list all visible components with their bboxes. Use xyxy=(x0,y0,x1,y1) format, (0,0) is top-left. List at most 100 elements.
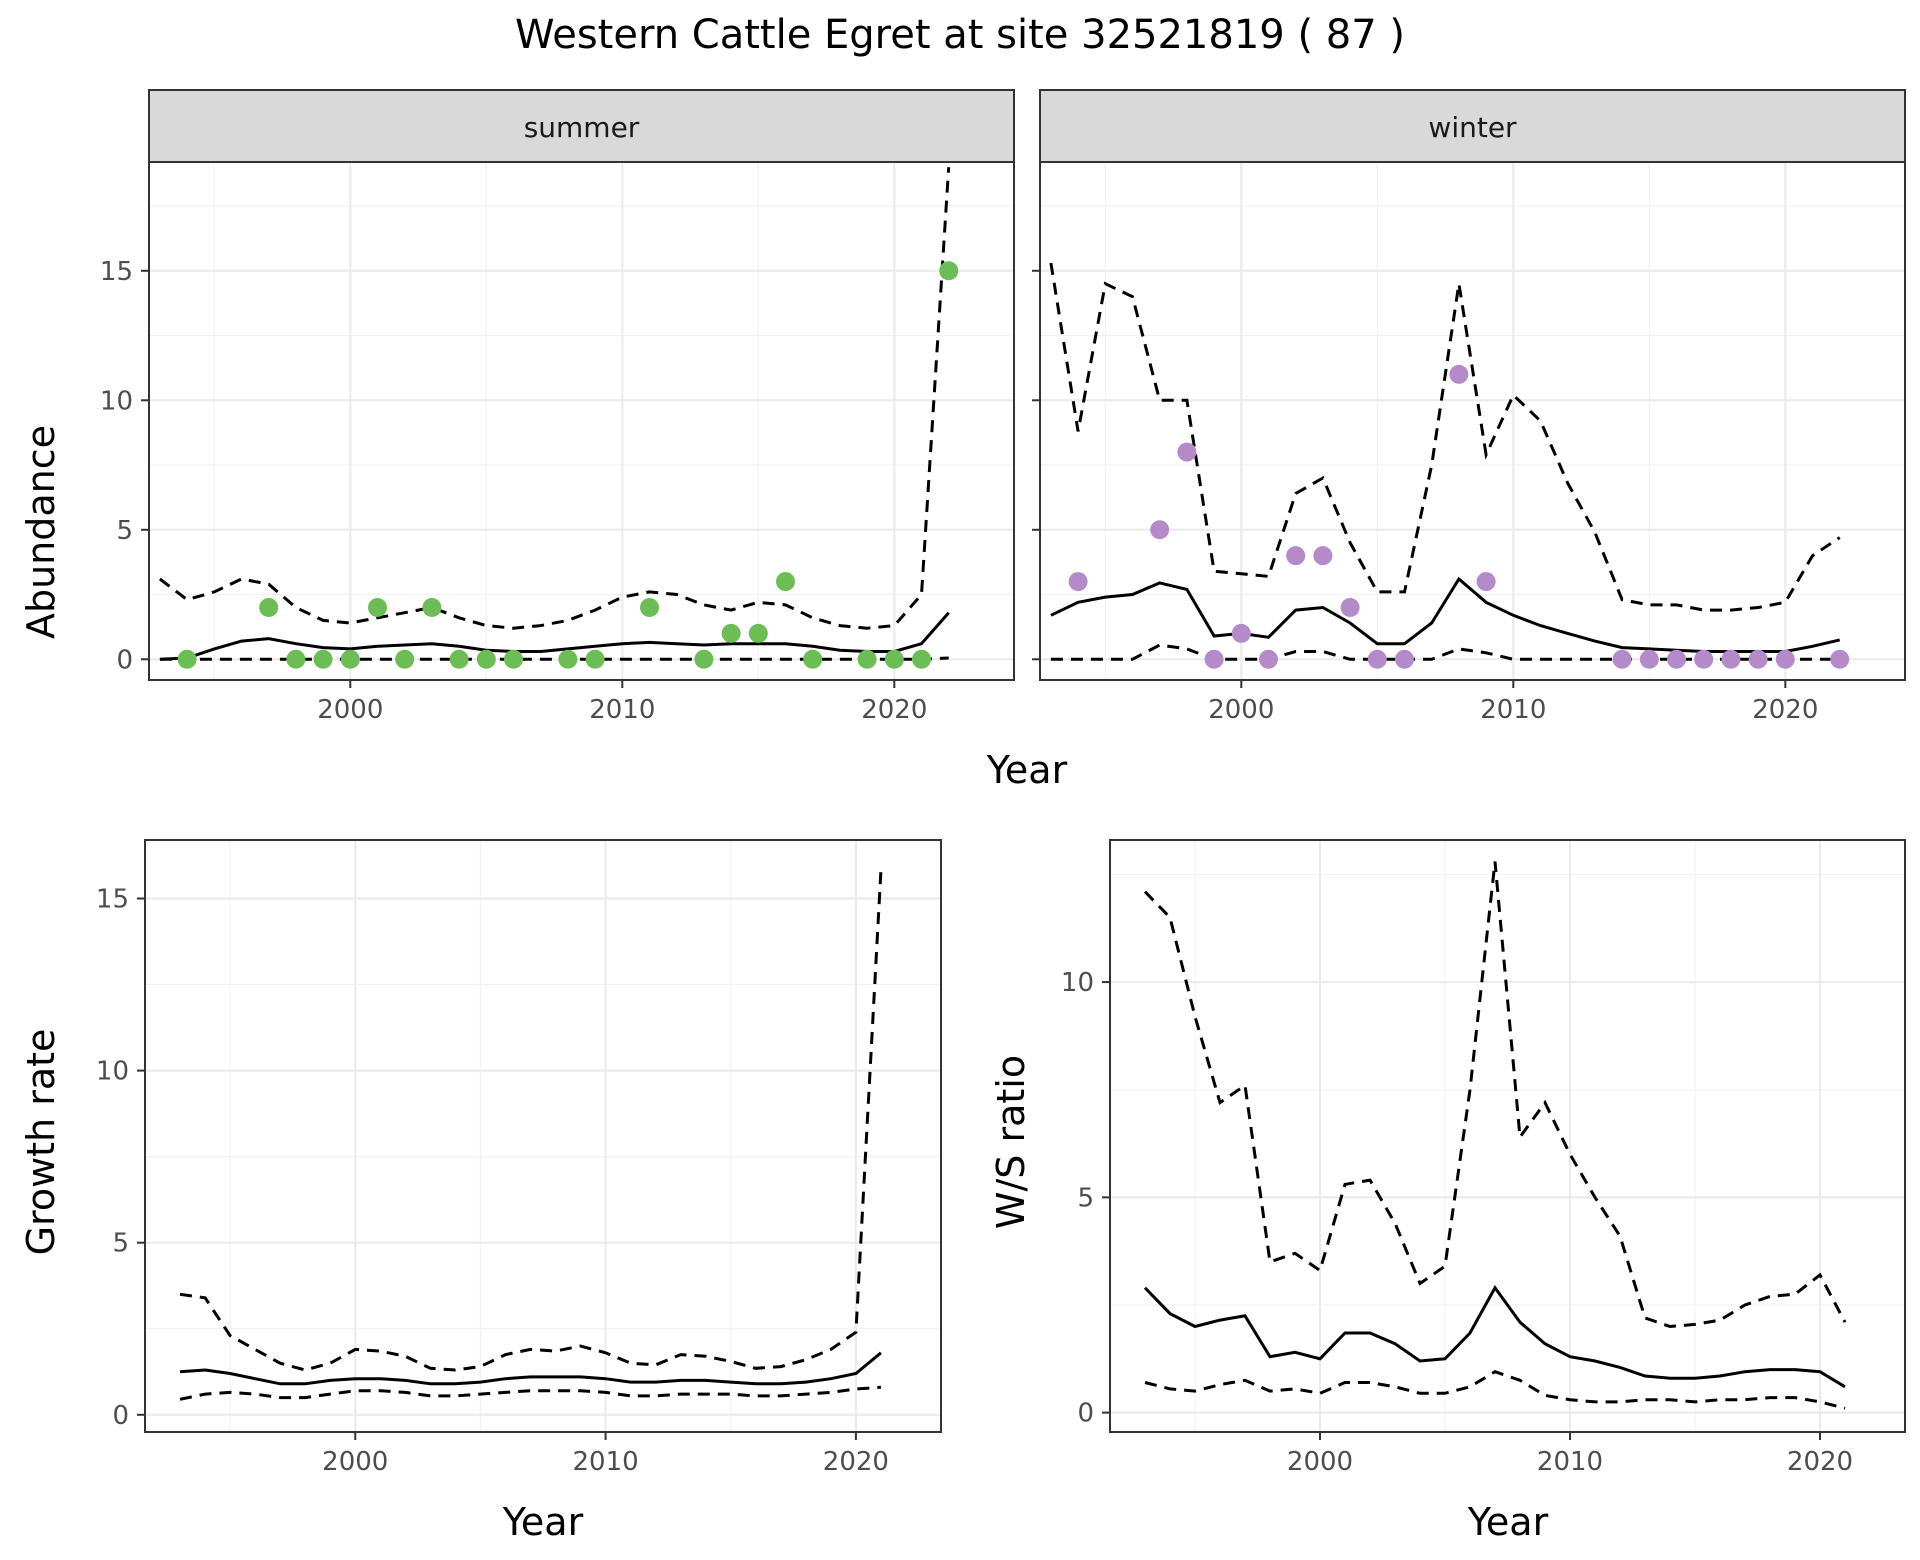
observed-point xyxy=(857,649,877,669)
observed-point xyxy=(1204,649,1224,669)
observed-point xyxy=(422,597,442,617)
series-upper-line xyxy=(179,870,883,1372)
y-tick-label: 10 xyxy=(96,1057,129,1087)
x-tick-label: 2000 xyxy=(1287,1447,1353,1477)
series-lower-line xyxy=(1144,1370,1846,1410)
observed-point xyxy=(1231,623,1251,643)
observed-point xyxy=(395,649,415,669)
observed-point xyxy=(1775,649,1795,669)
observed-point xyxy=(1340,597,1360,617)
series-mean-line xyxy=(179,1351,882,1386)
observed-point xyxy=(776,572,796,592)
observed-point xyxy=(1394,649,1414,669)
panel-border xyxy=(148,161,1015,681)
plot-background xyxy=(1040,162,1905,680)
observed-point xyxy=(503,649,523,669)
panel-border xyxy=(1109,839,1906,1433)
x-tick-label: 2020 xyxy=(1787,1447,1853,1477)
plot-background xyxy=(1110,840,1905,1432)
panel-summer-abundance: 2000 2010 2020 0 5 10 15 xyxy=(100,161,1015,725)
observed-point xyxy=(803,649,823,669)
y-tick-label: 15 xyxy=(100,257,133,287)
observed-point xyxy=(585,649,605,669)
panel-border xyxy=(1039,161,1906,681)
y-tick-label: 10 xyxy=(100,386,133,416)
observed-point xyxy=(1639,649,1659,669)
observed-point xyxy=(1612,649,1632,669)
observed-point xyxy=(1258,649,1278,669)
x-tick-label: 2010 xyxy=(589,695,655,725)
x-axis-title-ratio: Year xyxy=(1467,1500,1549,1544)
observed-point xyxy=(1068,572,1088,592)
strip-summer xyxy=(148,89,1015,163)
x-tick-label: 2010 xyxy=(1537,1447,1603,1477)
y-tick-label: 0 xyxy=(112,1401,129,1431)
panel-border xyxy=(144,839,942,1433)
observed-point xyxy=(1476,572,1496,592)
plot-background xyxy=(145,840,941,1432)
plot-background xyxy=(149,162,1014,680)
observed-point xyxy=(1694,649,1714,669)
observed-point xyxy=(1748,649,1768,669)
x-tick-label: 2000 xyxy=(317,695,383,725)
y-axis-title-abundance: Abundance xyxy=(19,425,63,639)
x-tick-label: 2020 xyxy=(823,1447,889,1477)
strip-label-summer: summer xyxy=(524,111,640,144)
observed-point xyxy=(1830,649,1850,669)
series-upper-line xyxy=(158,167,951,630)
y-tick-label: 5 xyxy=(1077,1183,1094,1213)
observed-point xyxy=(259,597,279,617)
y-tick-label: 10 xyxy=(1061,968,1094,998)
x-tick-label: 2010 xyxy=(572,1447,638,1477)
y-tick-label: 0 xyxy=(116,645,133,675)
y-axis-title-ratio: W/S ratio xyxy=(989,1055,1033,1229)
x-axis-title-growth: Year xyxy=(502,1500,584,1544)
x-tick-label: 2010 xyxy=(1480,695,1546,725)
series-lower-line xyxy=(179,1385,882,1401)
strip-label-winter: winter xyxy=(1428,111,1517,144)
observed-point xyxy=(313,649,333,669)
observed-point xyxy=(1313,546,1333,566)
observed-point xyxy=(640,597,660,617)
observed-point xyxy=(939,261,959,281)
y-axis-title-growth: Growth rate xyxy=(19,1029,63,1256)
observed-point xyxy=(694,649,714,669)
series-mean-line xyxy=(1143,1285,1846,1389)
y-tick-label: 5 xyxy=(112,1229,129,1259)
y-tick-label: 0 xyxy=(1077,1399,1094,1429)
observed-point xyxy=(449,649,469,669)
observed-point xyxy=(1449,364,1469,384)
observed-point xyxy=(748,623,768,643)
observed-point xyxy=(1721,649,1741,669)
panel-growth-rate: 2000 2010 2020 0 5 10 15 xyxy=(96,839,942,1477)
x-tick-label: 2020 xyxy=(861,695,927,725)
observed-point xyxy=(367,597,387,617)
x-tick-label: 2000 xyxy=(322,1447,388,1477)
series-upper-line xyxy=(1049,262,1841,612)
x-tick-label: 2020 xyxy=(1752,695,1818,725)
observed-point xyxy=(558,649,578,669)
observed-point xyxy=(177,649,197,669)
series-upper-line xyxy=(1143,861,1847,1329)
observed-point xyxy=(884,649,904,669)
observed-point xyxy=(912,649,932,669)
observed-point xyxy=(1177,442,1197,462)
observed-point xyxy=(1667,649,1687,669)
strip-winter xyxy=(1039,89,1906,163)
observed-point xyxy=(286,649,306,669)
series-mean-line xyxy=(159,611,950,661)
observed-point xyxy=(1150,520,1170,540)
observed-point xyxy=(340,649,360,669)
observed-point xyxy=(476,649,496,669)
x-axis-title-top: Year xyxy=(986,748,1068,792)
observed-point xyxy=(721,623,741,643)
chart-title: Western Cattle Egret at site 32521819 ( … xyxy=(515,12,1405,58)
x-tick-label: 2000 xyxy=(1208,695,1274,725)
observed-point xyxy=(1367,649,1387,669)
panel-winter-abundance: 2000 2010 2020 xyxy=(1032,161,1906,725)
observed-point xyxy=(1286,546,1306,566)
panel-ws-ratio: 2000 2010 2020 0 5 10 xyxy=(1061,839,1906,1477)
y-tick-label: 15 xyxy=(96,885,129,915)
y-tick-label: 5 xyxy=(116,516,133,546)
